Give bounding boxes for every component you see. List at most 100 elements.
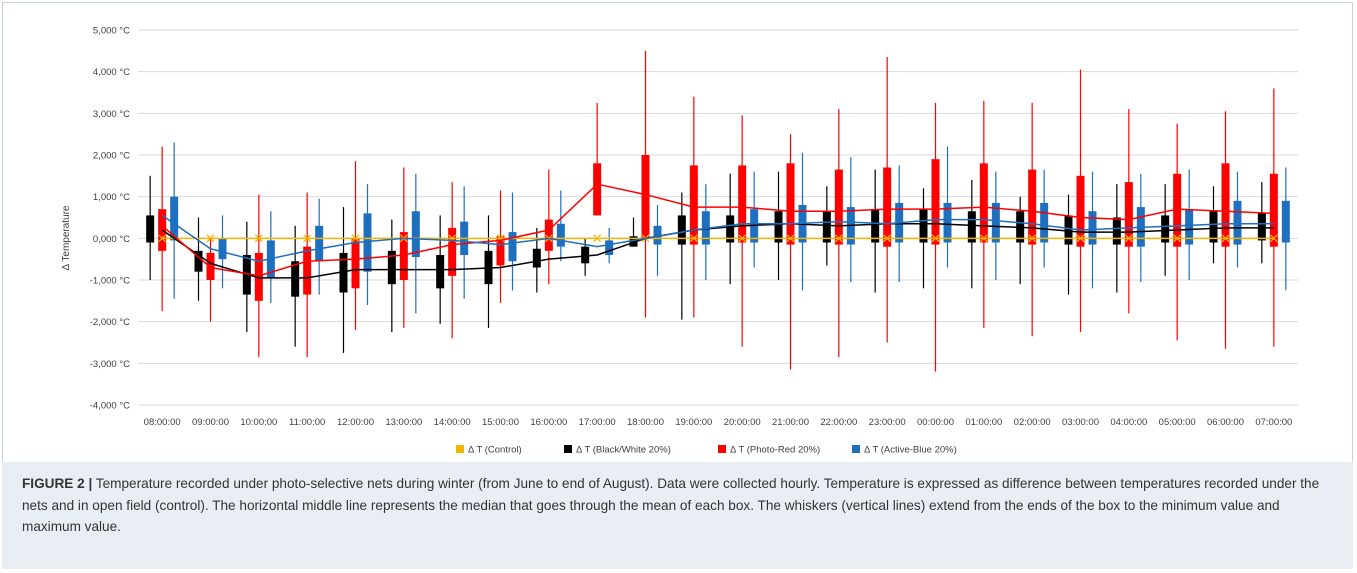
box — [206, 252, 215, 280]
y-tick-label: 5,000 °C — [93, 26, 130, 37]
box — [291, 261, 300, 297]
control-marker — [1173, 234, 1182, 243]
whisker-layer — [149, 50, 1287, 372]
x-tick-label: 07:00:00 — [1255, 417, 1292, 428]
y-axis-label: Δ Temperature — [61, 205, 72, 270]
box — [146, 215, 155, 243]
box — [1161, 215, 1170, 243]
y-tick-label: -1,000 °C — [90, 276, 130, 287]
x-tick-label: 16:00:00 — [530, 417, 567, 428]
x-tick-label: 12:00:00 — [337, 417, 374, 428]
x-tick-label: 22:00:00 — [820, 417, 857, 428]
figure-caption-text: Temperature recorded under photo-selecti… — [22, 476, 1320, 534]
x-tick-label: 19:00:00 — [675, 417, 712, 428]
x-tick-label: 01:00:00 — [965, 417, 1002, 428]
box — [363, 213, 372, 272]
box — [411, 211, 420, 258]
box — [436, 255, 445, 289]
box — [653, 225, 662, 245]
box — [979, 163, 988, 243]
box — [1257, 213, 1266, 241]
x-tick-label: 17:00:00 — [579, 417, 616, 428]
box — [641, 155, 650, 239]
control-marker — [593, 234, 602, 243]
legend-swatch — [456, 445, 464, 453]
box — [303, 246, 312, 295]
control-marker — [351, 234, 360, 243]
box — [677, 215, 686, 245]
box — [1209, 211, 1218, 243]
box — [834, 169, 843, 245]
legend-label: Δ T (Black/White 20%) — [576, 445, 671, 456]
box — [1028, 169, 1037, 245]
legend-label: Δ T (Control) — [468, 445, 522, 456]
box — [943, 202, 952, 243]
x-tick-label: 06:00:00 — [1207, 417, 1244, 428]
legend-label: Δ T (Active-Blue 20%) — [864, 445, 957, 456]
grid-layer — [138, 29, 1298, 406]
control-marker — [1221, 234, 1230, 243]
box — [1112, 217, 1121, 245]
x-tick-label: 11:00:00 — [289, 417, 325, 428]
legend: Δ T (Control) Δ T (Black/White 20%) Δ T (P… — [456, 445, 957, 456]
box — [351, 238, 360, 289]
x-tick-label: 09:00:00 — [192, 417, 229, 428]
y-tick-label: 1,000 °C — [93, 192, 130, 203]
control-marker — [1028, 234, 1037, 243]
box — [496, 236, 505, 266]
box — [1281, 200, 1290, 243]
box — [1040, 202, 1049, 243]
control-marker — [979, 234, 988, 243]
control-marker — [834, 234, 843, 243]
box — [726, 215, 735, 243]
box — [1076, 175, 1085, 247]
x-tick-label: 08:00:00 — [144, 417, 181, 428]
box — [593, 163, 602, 216]
x-tick-label: 21:00:00 — [772, 417, 809, 428]
legend-swatch — [718, 445, 726, 453]
control-marker — [786, 234, 795, 243]
x-tick-label: 00:00:00 — [917, 417, 954, 428]
x-tick-label: 05:00:00 — [1159, 417, 1196, 428]
control-marker — [738, 234, 747, 243]
median-line — [161, 214, 1274, 263]
box — [218, 238, 227, 260]
x-tick-label: 02:00:00 — [1014, 417, 1051, 428]
x-tick-label: 03:00:00 — [1062, 417, 1099, 428]
control-marker — [254, 234, 263, 243]
box — [967, 211, 976, 243]
caption-box: FIGURE 2 | Temperature recorded under ph… — [2, 462, 1353, 569]
median-line — [161, 183, 1274, 277]
y-tick-label: -2,000 °C — [90, 317, 130, 328]
control-marker — [206, 234, 215, 243]
box — [448, 227, 457, 276]
box — [544, 219, 553, 251]
box — [581, 246, 590, 264]
box — [1088, 211, 1097, 245]
control-marker — [1269, 234, 1278, 243]
box — [1221, 163, 1230, 247]
legend-label: Δ T (Photo-Red 20%) — [730, 445, 820, 456]
control-marker — [1076, 234, 1085, 243]
box — [605, 240, 614, 255]
x-tick-label: 20:00:00 — [724, 417, 761, 428]
y-tick-label: 4,000 °C — [93, 67, 130, 78]
box — [871, 209, 880, 243]
box — [532, 248, 541, 268]
control-marker — [883, 234, 892, 243]
box — [1173, 173, 1182, 247]
box — [1233, 200, 1242, 245]
x-tick-label: 15:00:00 — [482, 417, 519, 428]
control-marker — [931, 234, 940, 243]
box — [919, 209, 928, 243]
median-line — [161, 222, 1274, 279]
box — [991, 202, 1000, 243]
box — [689, 165, 698, 245]
box — [1124, 182, 1133, 247]
y-tick-label: 2,000 °C — [93, 151, 130, 162]
box — [786, 163, 795, 245]
box — [556, 223, 565, 247]
box — [315, 225, 324, 262]
box — [508, 232, 517, 262]
y-tick-label: 3,000 °C — [93, 109, 130, 120]
